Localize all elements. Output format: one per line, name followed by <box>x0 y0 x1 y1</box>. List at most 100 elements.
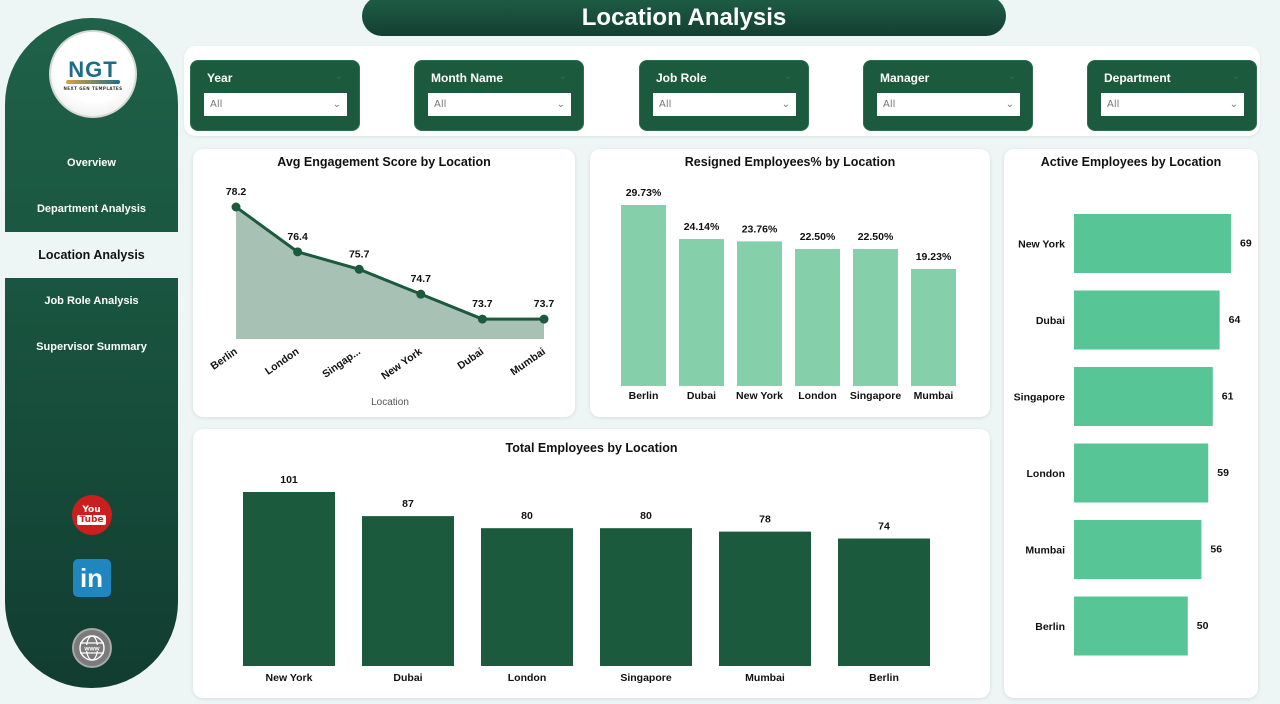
month-name-dropdown[interactable]: All ⌄ <box>428 93 571 116</box>
area-chart-plot[interactable]: 78.2 Berlin 76.4 London 75.7 Singap... 74.7 New… <box>193 149 575 417</box>
bar <box>853 249 898 386</box>
svg-text:London: London <box>798 390 836 402</box>
linkedin-icon[interactable]: in <box>72 559 111 597</box>
resigned-employees-chart: Resigned Employees% by Location 29.73% Be… <box>590 149 990 417</box>
bar <box>1074 214 1231 273</box>
sidebar-item-department-analysis[interactable]: Department Analysis <box>5 186 178 232</box>
chevron-down-icon: ⌄ <box>1229 99 1238 110</box>
youtube-icon[interactable]: You Tube <box>71 495 112 535</box>
chart-title: Active Employees by Location <box>1040 155 1222 169</box>
bar <box>243 492 335 666</box>
area-fill <box>236 207 544 339</box>
svg-text:Berlin: Berlin <box>208 346 239 373</box>
svg-text:Mumbai: Mumbai <box>1025 545 1065 557</box>
bar <box>679 239 724 386</box>
svg-text:Singap...: Singap... <box>320 346 363 381</box>
filter-label: Manager <box>880 71 930 85</box>
svg-text:61: 61 <box>1222 391 1234 403</box>
sidebar-item-supervisor-summary[interactable]: Supervisor Summary <box>5 324 178 370</box>
svg-text:74: 74 <box>878 521 890 533</box>
chevron-down-icon: ⌄ <box>1005 99 1014 110</box>
bar <box>1074 520 1202 579</box>
filter-label: Department <box>1104 71 1171 85</box>
linkedin-icon-text: in <box>79 562 104 593</box>
bar <box>481 528 573 666</box>
sidebar-item-job-role-analysis[interactable]: Job Role Analysis <box>5 278 178 324</box>
bar <box>1074 290 1220 350</box>
filter-job-role: Job Role ⌄ All ⌄ <box>639 60 809 131</box>
svg-text:78: 78 <box>759 514 771 526</box>
svg-text:Berlin: Berlin <box>629 390 659 402</box>
filter-manager: Manager ⌄ All ⌄ <box>863 60 1033 131</box>
svg-text:Berlin: Berlin <box>1035 621 1065 633</box>
data-point <box>293 247 303 257</box>
bar <box>1074 367 1213 426</box>
filter-label: Month Name <box>431 71 503 85</box>
svg-text:Location: Location <box>371 397 409 408</box>
sidebar-item-label: Location Analysis <box>38 248 145 262</box>
logo-text: NGT <box>68 57 118 82</box>
year-dropdown[interactable]: All ⌄ <box>204 93 347 116</box>
logo-subtext: NEXT GEN TEMPLATES <box>63 86 123 91</box>
manager-dropdown[interactable]: All ⌄ <box>877 93 1020 116</box>
svg-text:www: www <box>83 646 100 653</box>
sidebar-item-location-analysis[interactable]: Location Analysis <box>5 232 178 278</box>
svg-text:New York: New York <box>266 672 313 684</box>
dropdown-value: All <box>1107 99 1120 110</box>
active-employees-chart: Active Employees by Location New York 69 D… <box>1004 149 1258 698</box>
filter-department: Department ⌄ All ⌄ <box>1087 60 1257 131</box>
svg-text:87: 87 <box>402 498 414 510</box>
dropdown-value: All <box>210 99 223 110</box>
sidebar: NGT NEXT GEN TEMPLATES Overview Departme… <box>5 18 178 688</box>
page-title-banner: Location Analysis <box>362 0 1006 36</box>
job-role-dropdown[interactable]: All ⌄ <box>653 93 796 116</box>
svg-text:101: 101 <box>280 474 298 486</box>
chevron-down-icon: ⌄ <box>334 71 343 82</box>
filter-label: Job Role <box>656 71 707 85</box>
bar-chart-plot[interactable]: 101 New York 87 Dubai 80 London 80 Singapore 78 M… <box>193 429 990 698</box>
data-point <box>354 264 364 274</box>
website-globe-icon[interactable]: www <box>71 628 112 668</box>
dropdown-value: All <box>659 99 672 110</box>
bar <box>737 241 782 386</box>
chevron-down-icon: ⌄ <box>1007 71 1016 82</box>
svg-text:New York: New York <box>736 390 783 402</box>
data-point <box>539 314 549 324</box>
svg-text:22.50%: 22.50% <box>800 231 836 243</box>
bar <box>600 528 692 666</box>
svg-text:56: 56 <box>1210 544 1222 556</box>
filter-panel: Year ⌄ All ⌄ Month Name ⌄ All ⌄ Job Role ⌄… <box>184 46 1260 136</box>
bar <box>1074 596 1188 656</box>
total-employees-chart: Total Employees by Location 101 New York 8… <box>193 429 990 698</box>
filter-month-name: Month Name ⌄ All ⌄ <box>414 60 584 131</box>
data-point <box>416 289 426 299</box>
trend-line <box>235 205 544 321</box>
data-point <box>231 202 241 212</box>
svg-text:80: 80 <box>640 510 652 522</box>
svg-text:74.7: 74.7 <box>411 273 432 285</box>
svg-text:Berlin: Berlin <box>869 672 899 684</box>
sidebar-item-label: Overview <box>67 157 116 169</box>
horizontal-bar-chart-plot[interactable]: New York 69 Dubai 64 Singapore 61 London 59 Mumb… <box>1004 149 1258 698</box>
svg-text:76.4: 76.4 <box>287 231 308 243</box>
ngt-logo[interactable]: NGT NEXT GEN TEMPLATES <box>49 30 137 118</box>
bar-chart-plot[interactable]: 29.73% Berlin 24.14% Dubai 23.76% New York 22.… <box>590 149 990 417</box>
sidebar-item-label: Department Analysis <box>36 203 147 215</box>
sidebar-item-label: Supervisor Summary <box>36 341 147 353</box>
svg-text:73.7: 73.7 <box>534 298 555 310</box>
svg-text:64: 64 <box>1229 314 1241 326</box>
svg-text:24.14%: 24.14% <box>684 221 720 233</box>
chevron-down-icon: ⌄ <box>332 99 341 110</box>
svg-text:75.7: 75.7 <box>349 248 370 260</box>
data-point <box>477 314 487 324</box>
svg-text:Dubai: Dubai <box>687 390 716 402</box>
svg-text:Singapore: Singapore <box>1014 392 1066 404</box>
filter-year: Year ⌄ All ⌄ <box>190 60 360 131</box>
logo-swoosh-icon <box>66 80 120 84</box>
svg-text:London: London <box>1027 468 1065 480</box>
sidebar-item-overview[interactable]: Overview <box>5 140 178 186</box>
bar <box>795 249 840 386</box>
department-dropdown[interactable]: All ⌄ <box>1101 93 1244 116</box>
chart-title: Avg Engagement Score by Location <box>277 155 491 169</box>
svg-text:29.73%: 29.73% <box>626 187 662 199</box>
